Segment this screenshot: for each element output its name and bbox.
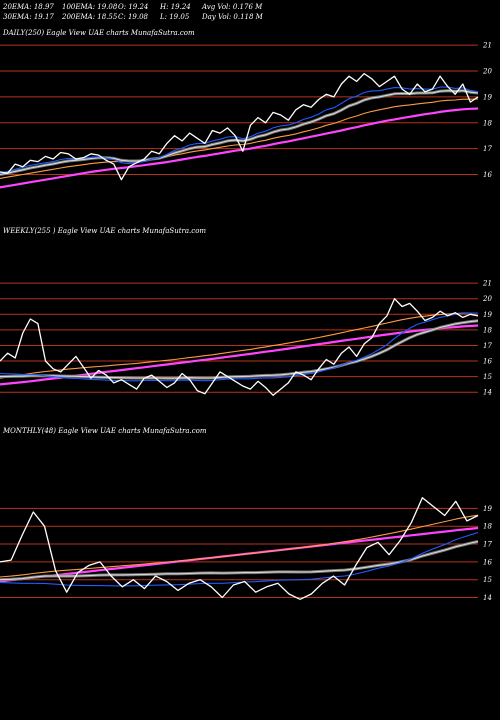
y-tick-label: 17 [483, 342, 492, 350]
monthly-chart-plot: 14 15 16 17 18 19 [0, 497, 492, 602]
header-20ema: 20EMA: 18.97 [3, 3, 54, 11]
ema30-line [0, 90, 479, 176]
monthly-chart-title: MONTHLY(48) Eagle View UAE charts Munafa… [3, 427, 207, 435]
weekly-chart: WEEKLY(255 ) Eagle View UAE charts Munaf… [0, 225, 500, 425]
y-tick-label: 15 [483, 373, 492, 381]
header-open: O: 19.24 [118, 3, 149, 11]
price-line [0, 497, 479, 600]
ema30-line-shadow [0, 89, 479, 176]
weekly-chart-title: WEEKLY(255 ) Eagle View UAE charts Munaf… [3, 227, 207, 235]
header-100ema: 100EMA: 19.08 [62, 3, 118, 11]
y-tick-label: 21 [482, 280, 492, 288]
weekly-chart-plot: 14 15 16 17 18 19 20 21 [0, 280, 492, 397]
header-low: L: 19.05 [160, 13, 190, 21]
price-line [0, 72, 479, 181]
y-tick-label: 19 [483, 311, 492, 319]
y-tick-label: 20 [482, 68, 492, 76]
y-tick-label: 14 [483, 389, 492, 397]
y-tick-label: 18 [483, 119, 492, 127]
y-tick-label: 18 [483, 523, 492, 531]
y-tick-label: 16 [483, 558, 492, 566]
y-tick-label: 15 [483, 576, 492, 584]
y-tick-label: 17 [483, 541, 492, 549]
y-tick-label: 16 [483, 358, 492, 366]
ema30-line [0, 320, 479, 379]
y-tick-label: 20 [482, 295, 492, 303]
header-close: C: 19.08 [118, 13, 148, 21]
price-line [0, 298, 479, 396]
daily-chart-title: DAILY(250) Eagle View UAE charts MunafaS… [3, 29, 195, 37]
y-tick-label: 21 [482, 42, 492, 50]
header-avg-vol: Avg Vol: 0.176 M [202, 3, 263, 11]
y-tick-label: 19 [483, 505, 492, 513]
y-tick-label: 17 [483, 145, 492, 153]
daily-chart: DAILY(250) Eagle View UAE charts MunafaS… [0, 0, 500, 225]
y-tick-label: 14 [483, 594, 492, 602]
ema30-line [0, 540, 479, 581]
y-tick-label: 18 [483, 326, 492, 334]
y-tick-label: 19 [483, 93, 492, 101]
ema100-line [0, 514, 479, 578]
ema20-line [0, 312, 478, 382]
header-high: H: 19.24 [160, 3, 191, 11]
ema20-line [0, 531, 479, 587]
header-30ema: 30EMA: 19.17 [3, 13, 54, 21]
monthly-chart: MONTHLY(48) Eagle View UAE charts Munafa… [0, 425, 500, 645]
ema200-line [0, 107, 479, 189]
daily-chart-plot: 16 17 18 19 20 21 [0, 42, 492, 189]
ema100-line [0, 312, 478, 379]
header-day-vol: Day Vol: 0.118 M [202, 13, 263, 21]
y-tick-label: 16 [483, 171, 492, 179]
header-200ema: 200EMA: 18.55 [62, 13, 118, 21]
ema100-line [0, 98, 479, 179]
